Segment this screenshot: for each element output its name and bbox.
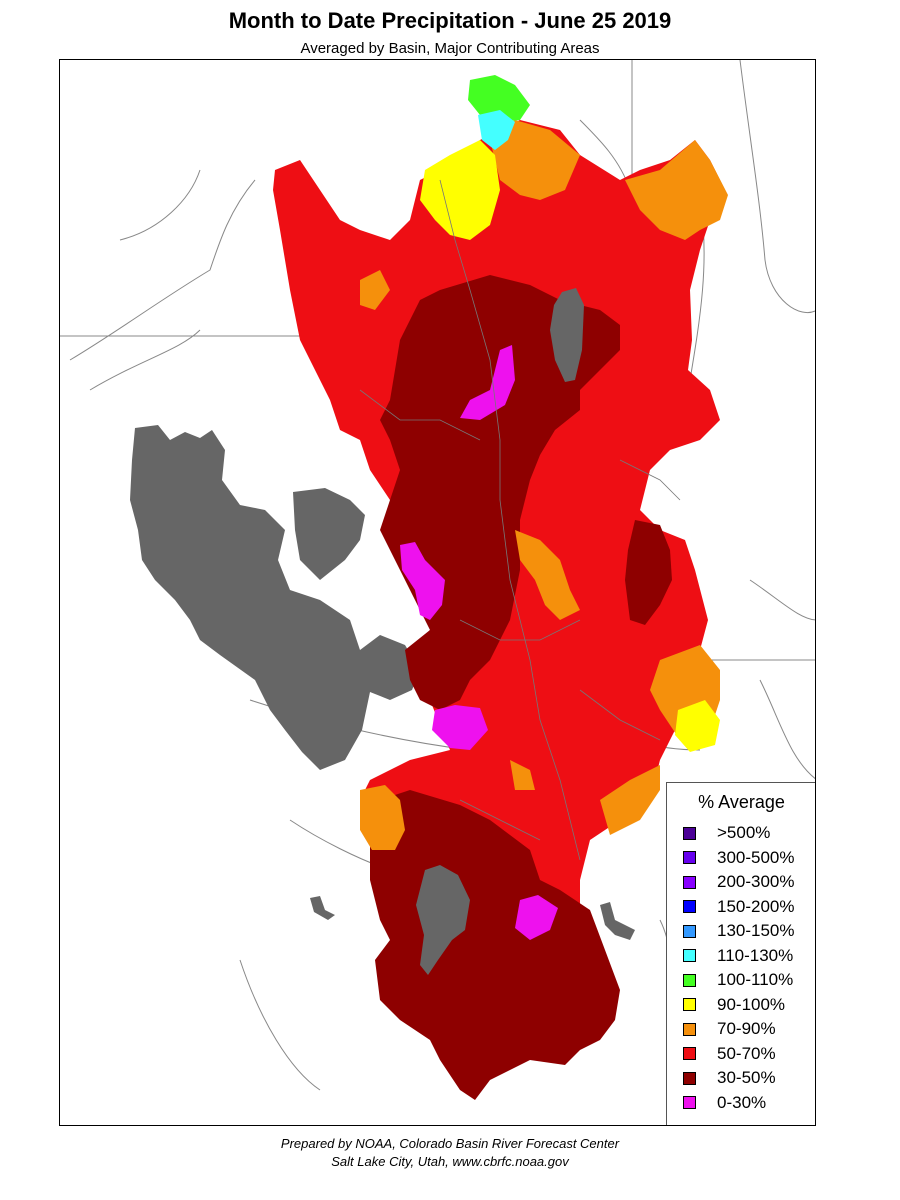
legend-swatch (683, 1096, 696, 1109)
small-reservoir (600, 902, 635, 940)
legend-label: 30-50% (717, 1068, 776, 1087)
basin-70-90-north (490, 120, 580, 200)
great-salt-lake (130, 425, 420, 770)
legend-swatch (683, 875, 696, 889)
legend-label: 150-200% (717, 896, 795, 916)
legend-swatch (683, 826, 696, 840)
legend-item: 200-300% (683, 872, 795, 892)
legend-label: 50-70% (717, 1043, 776, 1063)
basin-0-30-c (432, 705, 488, 750)
legend-swatch (683, 851, 696, 864)
legend-label: 300-500% (717, 847, 795, 867)
legend-item: 300-500% (683, 848, 795, 868)
legend: % Average >500% 300-500% 200-300% 150-200% 1… (666, 782, 815, 1125)
basin-30-50-east (625, 520, 672, 625)
legend-title: % Average (698, 792, 785, 812)
legend-label: 90-100% (717, 994, 786, 1014)
legend-item: 50-70% (683, 1044, 776, 1064)
legend-label: 0-30% (717, 1092, 767, 1112)
basin-70-90-southwest (360, 785, 405, 850)
legend-item: 30-50% (683, 1068, 776, 1088)
small-reservoir-2 (310, 896, 335, 920)
basin-90-100-north (420, 140, 500, 240)
basin-0-30-b (400, 542, 445, 620)
basin-70-90-mid (510, 760, 535, 790)
legend-swatch (683, 924, 696, 938)
legend-item: 150-200% (683, 897, 795, 917)
legend-item: 110-130% (683, 946, 793, 966)
legend-swatch (683, 973, 696, 987)
basin-70-90-northeast (625, 140, 728, 240)
legend-item: 100-110% (683, 970, 793, 990)
basin-70-90-west (360, 270, 390, 310)
map-canvas (60, 60, 815, 1100)
legend-item: 70-90% (683, 1019, 776, 1039)
legend-swatch (683, 998, 696, 1011)
map-title: Month to Date Precipitation - June 25 20… (228, 8, 672, 33)
basin-90-100-southeast (675, 700, 720, 752)
basin-70-90-south (600, 765, 660, 835)
legend-item: 130-150% (683, 921, 795, 941)
legend-label: 200-300% (717, 872, 795, 891)
legend-label: 100-110% (717, 970, 794, 989)
utah-lake (416, 865, 470, 975)
basin-0-30-a (460, 345, 515, 420)
credit-line-1: Prepared by NOAA, Colorado Basin River F… (280, 1136, 620, 1151)
legend-swatch (683, 900, 696, 913)
legend-label: >500% (717, 823, 771, 842)
basin-0-30-d (515, 895, 558, 940)
legend-item: 90-100% (683, 995, 785, 1015)
legend-label: 70-90% (717, 1019, 776, 1038)
basin-100-110 (468, 75, 530, 122)
basin-70-90-central (515, 530, 580, 620)
legend-swatch (683, 1071, 696, 1085)
bear-lake (550, 288, 584, 382)
river-lines (359, 179, 681, 861)
legend-item: >500% (683, 823, 770, 843)
map-subtitle: Averaged by Basin, Major Contributing Ar… (300, 40, 600, 57)
legend-swatch (683, 1047, 696, 1060)
legend-swatch (683, 1022, 696, 1036)
legend-item: 0-30% (683, 1093, 766, 1113)
map-area[interactable] (59, 59, 816, 1126)
legend-label: 110-130% (717, 945, 794, 965)
legend-label: 130-150% (717, 921, 795, 940)
basin-110-130 (478, 110, 515, 150)
credit-line-2: Salt Lake City, Utah, www.cbrfc.noaa.gov (331, 1154, 569, 1169)
legend-swatch (683, 949, 696, 962)
